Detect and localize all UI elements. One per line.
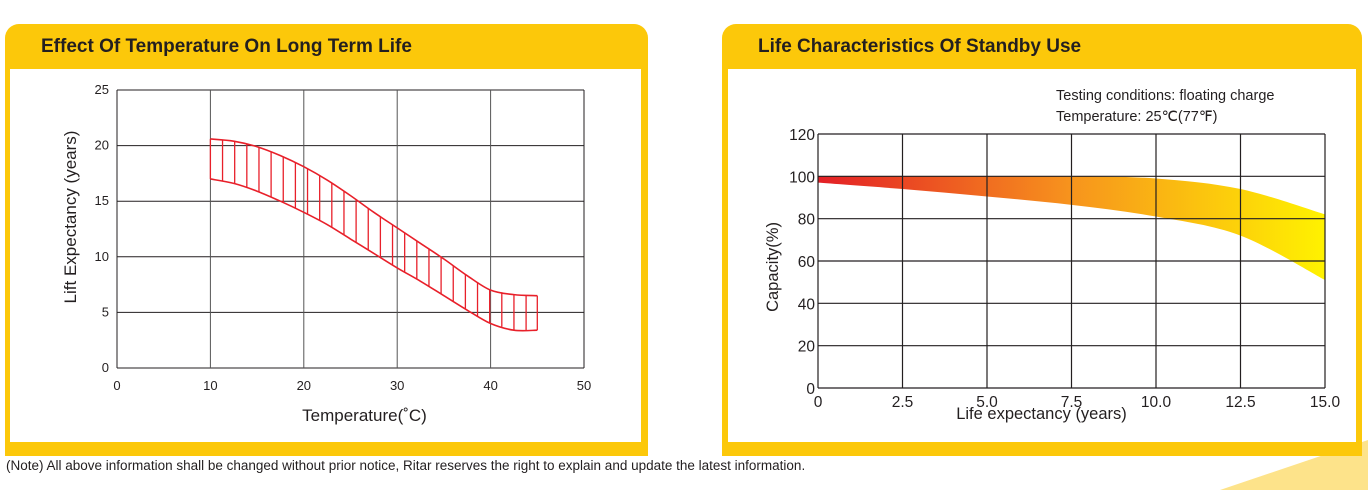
x-tick-label: 20: [297, 378, 311, 393]
y-tick-label: 5: [102, 304, 109, 319]
capacity-band: [818, 176, 1325, 281]
x-tick-label: 12.5: [1225, 394, 1255, 411]
y-tick-label: 80: [798, 212, 816, 229]
x-tick-label: 5.0: [976, 394, 998, 411]
y-tick-label: 10: [95, 249, 109, 264]
chart-area: [728, 69, 1356, 442]
y-tick-label: 0: [806, 381, 815, 398]
x-tick-label: 30: [390, 378, 404, 393]
standby-life-panel: Life Characteristics Of Standby Use: [722, 24, 1362, 456]
x-tick-label: 10.0: [1141, 394, 1172, 411]
footnote: (Note) All above information shall be ch…: [6, 458, 806, 473]
x-tick-label: 15.0: [1310, 394, 1341, 411]
x-tick-label: 2.5: [892, 394, 914, 411]
y-tick-label: 120: [789, 127, 815, 144]
y-tick-label: 20: [798, 339, 816, 356]
upper-bound-line: [210, 138, 538, 297]
chart-area: [10, 69, 641, 442]
x-tick-label: 0: [113, 378, 120, 393]
y-tick-label: 100: [789, 169, 815, 186]
x-tick-label: 7.5: [1061, 394, 1083, 411]
temperature-life-panel: Effect Of Temperature On Long Term Life: [5, 24, 648, 456]
y-tick-label: 15: [95, 193, 109, 208]
x-tick-label: 50: [577, 378, 591, 393]
panel-title: Life Characteristics Of Standby Use: [758, 36, 1082, 57]
test-condition-annotation: Testing conditions: floating charge: [1056, 88, 1275, 104]
y-tick-label: 60: [798, 254, 816, 271]
y-tick-label: 20: [95, 138, 109, 153]
temperature-annotation: Temperature: 25℃(77℉): [1056, 109, 1218, 125]
x-tick-label: 0: [814, 394, 823, 411]
panel-title: Effect Of Temperature On Long Term Life: [41, 36, 412, 57]
y-tick-label: 0: [102, 360, 109, 375]
y-axis-label: Lift Expectancy (years): [61, 131, 80, 304]
lower-bound-line: [210, 178, 538, 332]
y-axis-label: Capacity(%): [764, 222, 782, 312]
y-tick-label: 25: [95, 82, 109, 97]
y-tick-label: 40: [798, 296, 816, 313]
x-axis-label: Life expectancy (years): [956, 405, 1127, 423]
x-axis-label: Temperature(˚C): [302, 406, 427, 425]
x-tick-label: 10: [203, 378, 217, 393]
x-tick-label: 40: [483, 378, 497, 393]
